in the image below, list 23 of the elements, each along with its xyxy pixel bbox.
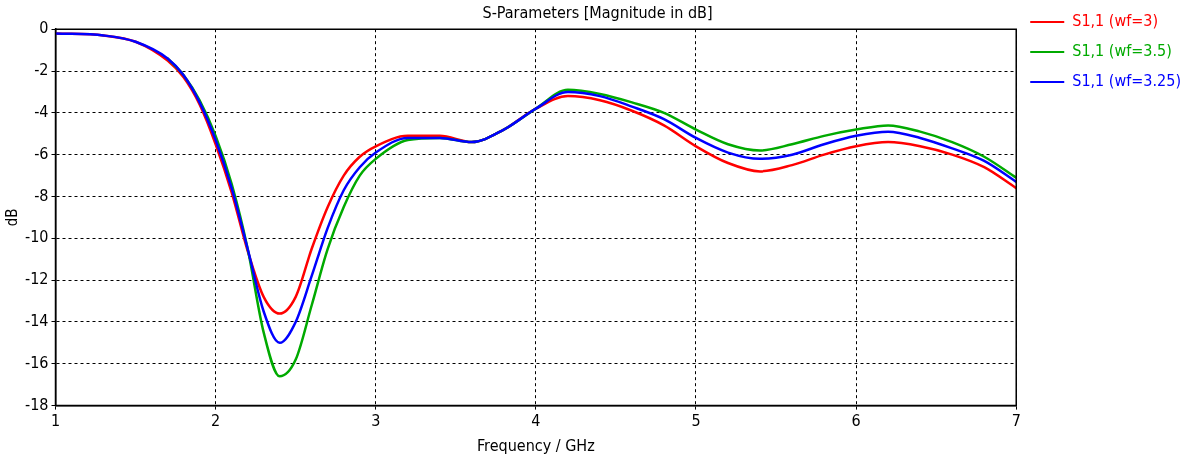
y-tick-label: -2: [34, 60, 49, 80]
x-tick-label: 3: [371, 411, 381, 431]
y-tick-label: -4: [34, 102, 49, 121]
y-axis-title: dB: [2, 208, 21, 227]
x-tick-label: 7: [1011, 411, 1021, 431]
chart-title: S-Parameters [Magnitude in dB]: [482, 2, 713, 22]
x-tick-label: 2: [211, 411, 221, 431]
y-tick-label: -6: [34, 143, 49, 163]
legend-label: S1,1 (wf=3): [1072, 11, 1159, 31]
x-tick-label: 4: [531, 411, 541, 431]
y-tick-label: -14: [24, 311, 49, 331]
y-tick-label: -12: [24, 269, 49, 289]
y-tick-label: -16: [24, 352, 49, 372]
x-tick-label: 5: [691, 411, 701, 431]
y-tick-label: -8: [34, 185, 49, 205]
x-tick-label: 6: [851, 411, 861, 431]
y-tick-label: -10: [24, 227, 49, 247]
x-axis-title: Frequency / GHz: [477, 435, 595, 455]
y-tick-label: -18: [24, 394, 49, 414]
legend-label: S1,1 (wf=3.25): [1072, 71, 1181, 91]
x-tick-label: 1: [50, 411, 61, 431]
y-tick-label: 0: [39, 18, 49, 38]
legend-label: S1,1 (wf=3.5): [1072, 41, 1172, 61]
